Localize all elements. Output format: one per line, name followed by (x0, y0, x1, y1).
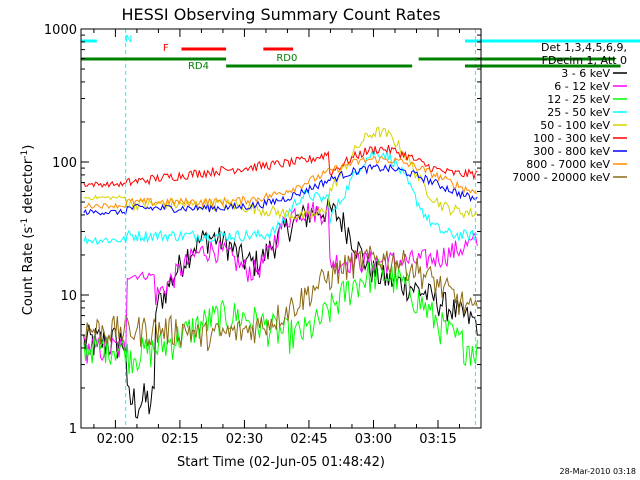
plot-frame (80, 28, 482, 429)
series-line-2 (83, 258, 478, 374)
y-axis-label-sup1: -1 (20, 218, 30, 227)
legend-label-7: 800 - 7000 keV (526, 158, 610, 171)
legend-label-5: 100 - 300 keV (533, 132, 610, 145)
y-tick-label-2: 100 (52, 156, 77, 171)
series-line-6 (83, 163, 478, 216)
legend-label-3: 25 - 50 keV (547, 106, 610, 119)
legend-header-0: Det 1,3,4,5,6,9, (541, 41, 627, 54)
series-line-7 (83, 155, 478, 210)
y-axis-label-end: ) (21, 145, 36, 150)
legend-label-8: 7000 - 20000 keV (512, 171, 610, 184)
y-axis-label-sup2: -1 (20, 150, 30, 159)
plot-area: N F RD0 RD4 (81, 29, 640, 428)
x-axis-label: Start Time (02-Jun-05 01:48:42) (177, 455, 385, 470)
series-line-4 (83, 126, 478, 222)
legend-label-1: 6 - 12 keV (554, 80, 610, 93)
x-tick-label-0: 02:00 (97, 432, 134, 447)
series-line-5 (83, 144, 478, 189)
legend-label-6: 300 - 800 keV (533, 145, 610, 158)
series-line-8 (83, 245, 478, 352)
y-axis-label-mid: detector (21, 158, 36, 218)
legend-label-2: 12 - 25 keV (547, 93, 610, 106)
y-axis-label: Count Rate (s-1 detector-1) (20, 145, 36, 316)
y-tick-label-0: 1 (69, 422, 77, 437)
legend-label-4: 50 - 100 keV (540, 119, 610, 132)
x-tick-label-5: 03:15 (419, 432, 456, 447)
x-tick-label-3: 02:45 (290, 432, 327, 447)
flag-label-f: F (163, 43, 169, 54)
chart-title: HESSI Observing Summary Count Rates (121, 5, 440, 24)
axes: 1 10 100 1000 02:00 02:15 02:30 02:45 03:00 03:15 (44, 23, 482, 447)
y-tick-label-1: 10 (60, 289, 77, 304)
flag-label-rd0: RD0 (276, 53, 297, 64)
flag-label-n: N (125, 34, 132, 45)
flag-label-rd4: RD4 (188, 61, 209, 72)
series-line-3 (83, 149, 478, 246)
timestamp: 28-Mar-2010 03:18 (560, 467, 637, 476)
x-tick-label-2: 02:30 (226, 432, 263, 447)
y-axis-label-main: Count Rate (s (21, 227, 36, 316)
y-tick-label-3: 1000 (44, 23, 77, 38)
x-tick-label-4: 03:00 (355, 432, 392, 447)
legend: Det 1,3,4,5,6,9,FDecim 1, Att 03 - 6 keV… (512, 41, 627, 184)
legend-header-1: FDecim 1, Att 0 (542, 54, 627, 67)
x-tick-label-1: 02:15 (161, 432, 198, 447)
legend-label-0: 3 - 6 keV (561, 67, 610, 80)
series-line-0 (83, 197, 478, 419)
